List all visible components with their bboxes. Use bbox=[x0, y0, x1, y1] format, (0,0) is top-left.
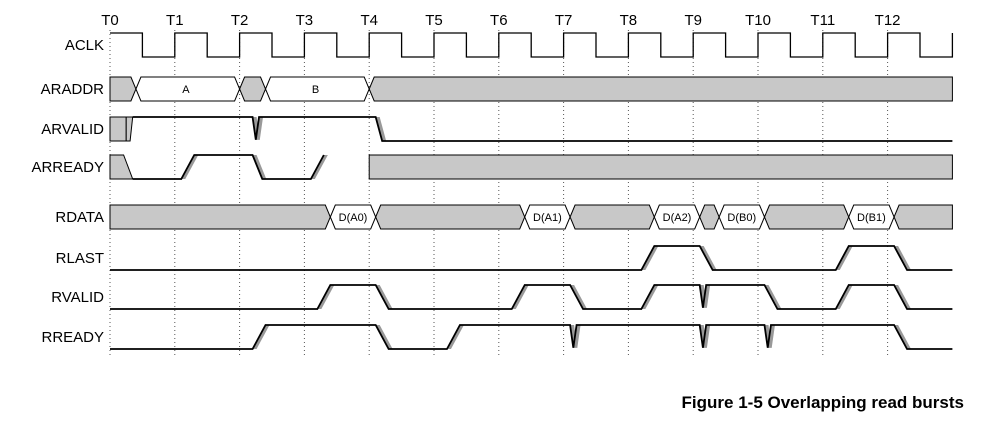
time-marker-label: T12 bbox=[875, 12, 901, 29]
signal-labels: ACLK ARADDR ARVALID ARREADY RDATA RLAST RVALID… bbox=[31, 37, 104, 346]
time-marker-label: T4 bbox=[360, 12, 378, 29]
bus-value-label: B bbox=[312, 84, 319, 96]
signal-waveform bbox=[133, 155, 324, 179]
bus-invalid-segment bbox=[369, 77, 952, 101]
bus-invalid-segment bbox=[240, 77, 266, 101]
time-marker-label: T9 bbox=[684, 12, 702, 29]
signal-waveforms: A B D(A0) D(A1) D(A2) D(B0) D(B1) bbox=[110, 33, 952, 349]
bus-value-label: D(A1) bbox=[533, 212, 562, 224]
undefined-region bbox=[126, 117, 132, 141]
signal-label-rvalid: RVALID bbox=[51, 289, 104, 306]
figure-caption: Figure 1-5 Overlapping read bursts bbox=[682, 393, 964, 413]
undefined-region bbox=[369, 155, 952, 179]
signal-label-araddr: ARADDR bbox=[41, 81, 105, 98]
time-marker-label: T10 bbox=[745, 12, 771, 29]
bus-value-label: D(A2) bbox=[663, 212, 692, 224]
undefined-region bbox=[110, 155, 133, 179]
bus-invalid-segment bbox=[376, 205, 525, 229]
time-marker-label: T2 bbox=[231, 12, 249, 29]
bus-value-label: D(B0) bbox=[727, 212, 756, 224]
time-marker-label: T1 bbox=[166, 12, 184, 29]
bus-invalid-segment bbox=[894, 205, 952, 229]
bus-value-label: A bbox=[182, 84, 190, 96]
signal-waveform bbox=[110, 246, 952, 270]
undefined-region bbox=[110, 117, 126, 141]
signal-waveform bbox=[110, 325, 952, 349]
bus-invalid-segment bbox=[700, 205, 719, 229]
signal-waveform bbox=[110, 285, 952, 309]
bus-invalid-segment bbox=[110, 205, 330, 229]
bus-value-label: D(B1) bbox=[857, 212, 886, 224]
time-marker-label: T0 bbox=[101, 12, 119, 29]
time-marker-label: T11 bbox=[810, 12, 835, 29]
time-marker-label: T3 bbox=[296, 12, 314, 29]
bus-value-label: D(A0) bbox=[339, 212, 368, 224]
signal-label-rready: RREADY bbox=[41, 329, 104, 346]
signal-label-aclk: ACLK bbox=[65, 37, 104, 54]
time-marker-label: T8 bbox=[620, 12, 638, 29]
signal-label-arready: ARREADY bbox=[31, 159, 104, 176]
time-marker-label: T7 bbox=[555, 12, 573, 29]
time-marker-labels: T0 T1 T2 T3 T4 T5 T6 T7 T8 T9 T10 T11 T12 bbox=[101, 12, 900, 29]
clock-waveform bbox=[110, 33, 952, 57]
signal-label-rdata: RDATA bbox=[55, 209, 104, 226]
time-marker-label: T6 bbox=[490, 12, 508, 29]
signal-label-rlast: RLAST bbox=[56, 250, 104, 267]
time-marker-label: T5 bbox=[425, 12, 443, 29]
signal-label-arvalid: ARVALID bbox=[41, 121, 104, 138]
bus-invalid-segment bbox=[110, 77, 136, 101]
bus-invalid-segment bbox=[570, 205, 654, 229]
bus-invalid-segment bbox=[764, 205, 848, 229]
